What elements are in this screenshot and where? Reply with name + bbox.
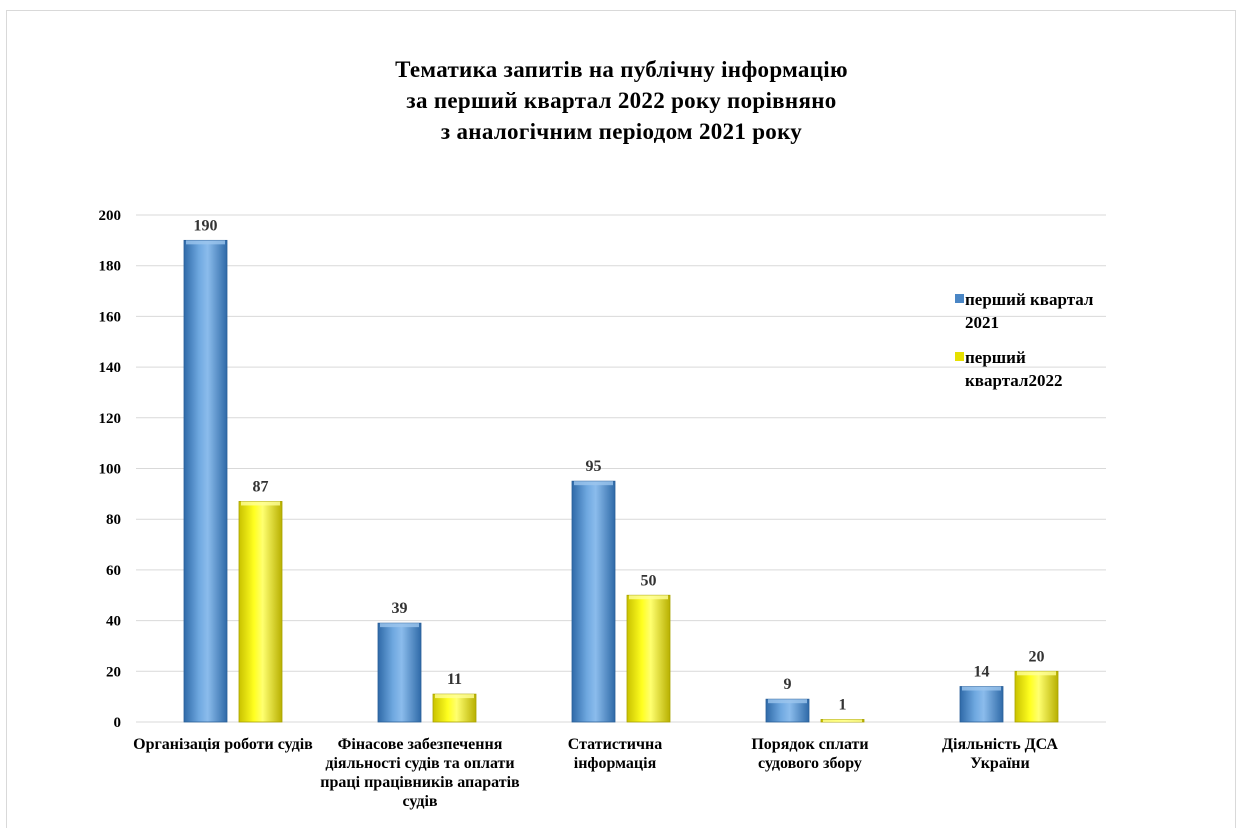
data-label-series1-cat2: 39 <box>392 600 408 617</box>
bar-cap-series2-cat3 <box>629 595 668 600</box>
data-label-series2-cat4: 1 <box>839 696 847 713</box>
data-label-series1-cat3: 95 <box>586 458 602 475</box>
y-axis-ticks: 0 20 40 60 80 100 120 140 160 180 200 <box>99 208 122 731</box>
bar-cap-series1-cat1 <box>186 240 225 245</box>
bar-cap-series1-cat3 <box>574 481 613 486</box>
data-label-series2-cat3: 50 <box>641 572 657 589</box>
y-tick-label-0: 0 <box>114 715 122 731</box>
bar-cap-series1-cat5 <box>962 686 1001 691</box>
category-label-1: Організація роботи судів <box>133 736 313 753</box>
data-label-series2-cat5: 20 <box>1029 648 1045 665</box>
legend: перший квартал 2021 перший квартал2022 <box>955 288 1105 404</box>
chart-title-line-2: за перший квартал 2022 року порівняно <box>406 88 837 113</box>
bars <box>183 239 1059 723</box>
data-labels: 190 87 39 11 95 50 9 1 14 20 <box>194 217 1045 713</box>
chart-title-line-1: Тематика запитів на публічну інформацію <box>395 57 848 82</box>
bar-cap-series2-cat1 <box>241 501 280 506</box>
data-label-series2-cat2: 11 <box>447 671 462 688</box>
chart-title-line-3: з аналогічним періодом 2021 року <box>440 119 803 144</box>
bar-series2-cat5 <box>1014 670 1059 723</box>
chart-frame <box>6 10 1236 828</box>
bar-cap-series2-cat4 <box>823 719 862 722</box>
y-tick-label-140: 140 <box>99 360 122 376</box>
legend-swatch-2022 <box>955 352 964 361</box>
bar-series2-cat3 <box>626 594 671 723</box>
data-label-series1-cat1: 190 <box>194 217 218 234</box>
bar-series2-cat2 <box>432 693 477 723</box>
category-label-5: Діяльність ДСА України <box>942 736 1058 772</box>
y-tick-label-120: 120 <box>99 411 122 427</box>
legend-label-2021: перший квартал 2021 <box>965 290 1094 332</box>
y-tick-label-100: 100 <box>99 462 122 478</box>
y-tick-label-160: 160 <box>99 309 122 325</box>
data-label-series2-cat1: 87 <box>253 478 269 495</box>
category-label-4: Порядок сплати судового збору <box>751 736 869 772</box>
bar-series1-cat3 <box>571 480 616 723</box>
bar-cap-series1-cat2 <box>380 623 419 628</box>
data-label-series1-cat5: 14 <box>974 664 990 681</box>
y-tick-label-180: 180 <box>99 259 122 275</box>
category-label-3: Статистична інформація <box>567 736 663 772</box>
bar-cap-series1-cat4 <box>768 699 807 704</box>
bar-series1-cat1 <box>183 239 228 723</box>
chart-title: Тематика запитів на публічну інформацію … <box>0 54 1243 147</box>
legend-label-2022: перший квартал2022 <box>965 348 1063 390</box>
bar-cap-series2-cat5 <box>1017 671 1056 676</box>
data-label-series1-cat4: 9 <box>784 676 792 693</box>
y-tick-label-20: 20 <box>106 664 121 680</box>
legend-swatch-2021 <box>955 294 964 303</box>
gridlines <box>136 214 1106 723</box>
y-tick-label-80: 80 <box>106 512 121 528</box>
y-tick-label-200: 200 <box>99 208 122 224</box>
y-tick-label-40: 40 <box>106 614 121 630</box>
bar-series2-cat1 <box>238 501 283 723</box>
bar-series1-cat5 <box>959 686 1004 723</box>
legend-item-2022: перший квартал2022 <box>955 346 1105 392</box>
bar-series1-cat2 <box>377 622 422 723</box>
category-label-2: Фінасове забезпечення діяльності судів т… <box>320 736 520 810</box>
y-tick-label-60: 60 <box>106 563 121 579</box>
legend-item-2021: перший квартал 2021 <box>955 288 1105 334</box>
bar-cap-series2-cat2 <box>435 694 474 699</box>
